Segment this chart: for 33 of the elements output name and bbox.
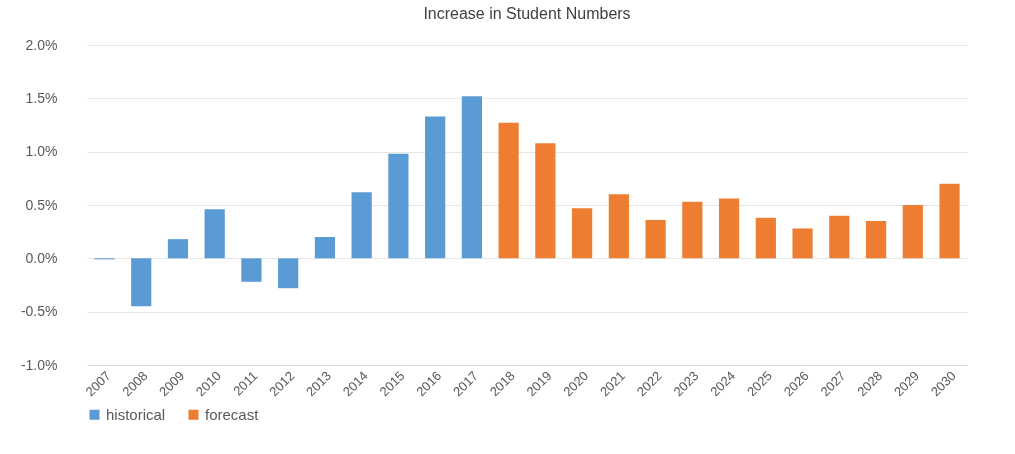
bar <box>498 122 519 259</box>
bar <box>388 153 409 259</box>
bar <box>718 198 740 259</box>
bar <box>278 258 299 289</box>
bar <box>314 237 336 259</box>
y-tick-label: 2.0% <box>25 36 58 53</box>
bar <box>167 239 189 259</box>
y-tick-label: -0.5% <box>20 303 58 320</box>
bar <box>204 209 225 259</box>
y-tick-label: 1.5% <box>25 89 58 106</box>
bar <box>461 96 482 259</box>
y-tick-label: 0.5% <box>25 196 58 213</box>
bar <box>241 258 262 282</box>
y-tick-label: 1.0% <box>25 143 58 160</box>
bar <box>608 194 629 259</box>
bar <box>792 228 813 259</box>
bar <box>425 116 446 259</box>
bar <box>645 219 666 259</box>
bar <box>535 143 556 259</box>
bar <box>755 217 776 259</box>
bar <box>939 183 960 259</box>
legend-label: historical <box>106 405 166 423</box>
bar <box>865 221 887 259</box>
bar <box>682 201 703 259</box>
bar <box>829 215 850 259</box>
chart-title: Increase in Student Numbers <box>423 5 631 22</box>
bar <box>351 192 372 259</box>
y-tick-label: -1.0% <box>20 356 58 373</box>
bar <box>572 208 593 259</box>
bar <box>902 205 923 259</box>
legend-label: forecast <box>205 405 260 423</box>
y-tick-label: 0.0% <box>25 249 58 266</box>
bar <box>131 258 152 307</box>
